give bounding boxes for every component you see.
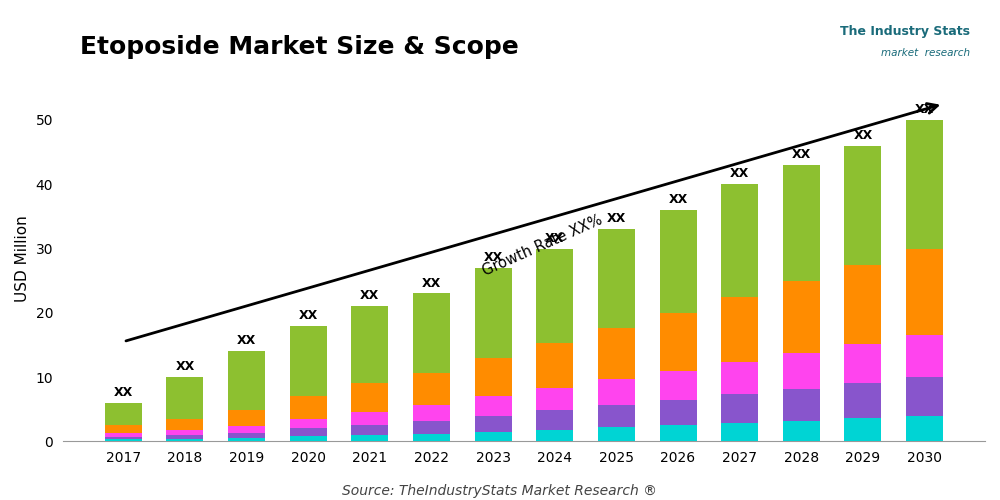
Bar [166,419,203,430]
Bar [844,344,881,383]
Bar [228,433,265,438]
Bar [844,418,881,442]
Text: XX: XX [607,212,626,226]
Bar [536,248,573,343]
Bar [536,410,573,430]
Bar [228,438,265,442]
Bar [536,430,573,442]
Bar [351,412,388,425]
Bar [783,388,820,420]
Bar [660,400,697,425]
Text: The Industry Stats: The Industry Stats [840,25,970,38]
Bar [721,424,758,442]
Text: XX: XX [915,103,934,116]
Bar [228,352,265,410]
Text: XX: XX [484,251,503,264]
Bar [290,428,327,436]
Text: XX: XX [545,232,564,244]
Bar [228,410,265,426]
Bar [721,184,758,296]
Text: XX: XX [114,386,133,399]
Text: XX: XX [668,193,688,206]
Bar [475,416,512,432]
Bar [413,404,450,420]
Text: market  research: market research [881,48,970,58]
Bar [290,326,327,396]
Bar [166,377,203,419]
Bar [721,296,758,362]
Text: Growth Rate XX%: Growth Rate XX% [480,212,605,278]
Bar [721,394,758,424]
Bar [475,396,512,415]
Bar [105,437,142,440]
Bar [598,229,635,328]
Bar [351,425,388,435]
Bar [844,264,881,344]
Bar [660,313,697,370]
Bar [906,335,943,377]
Bar [105,433,142,437]
Bar [290,396,327,419]
Text: XX: XX [853,129,873,142]
Bar [166,430,203,436]
Bar [290,419,327,428]
Bar [166,436,203,438]
Bar [660,210,697,313]
Bar [351,306,388,384]
Text: XX: XX [299,309,318,322]
Bar [906,248,943,335]
Text: XX: XX [730,168,749,180]
Bar [105,402,142,425]
Bar [475,358,512,397]
Bar [536,343,573,388]
Text: Etoposide Market Size & Scope: Etoposide Market Size & Scope [80,35,519,59]
Bar [598,328,635,379]
Bar [906,377,943,416]
Y-axis label: USD Million: USD Million [15,215,30,302]
Bar [351,384,388,412]
Text: XX: XX [360,290,379,302]
Bar [413,372,450,404]
Text: XX: XX [175,360,195,373]
Bar [475,268,512,358]
Bar [783,353,820,388]
Bar [228,426,265,433]
Bar [351,435,388,442]
Bar [844,383,881,418]
Bar [536,388,573,410]
Text: XX: XX [237,334,256,347]
Bar [166,438,203,442]
Bar [783,280,820,353]
Bar [660,425,697,442]
Bar [598,404,635,427]
Bar [598,427,635,442]
Bar [413,420,450,434]
Bar [783,165,820,280]
Bar [598,379,635,404]
Bar [660,370,697,400]
Bar [906,416,943,442]
Bar [783,420,820,442]
Bar [721,362,758,394]
Bar [844,146,881,264]
Bar [105,440,142,442]
Bar [413,434,450,442]
Bar [105,425,142,433]
Bar [290,436,327,442]
Text: XX: XX [792,148,811,161]
Text: XX: XX [422,276,441,289]
Bar [906,120,943,248]
Text: Source: TheIndustryStats Market Research ®: Source: TheIndustryStats Market Research… [342,484,658,498]
Bar [413,294,450,372]
Bar [475,432,512,442]
